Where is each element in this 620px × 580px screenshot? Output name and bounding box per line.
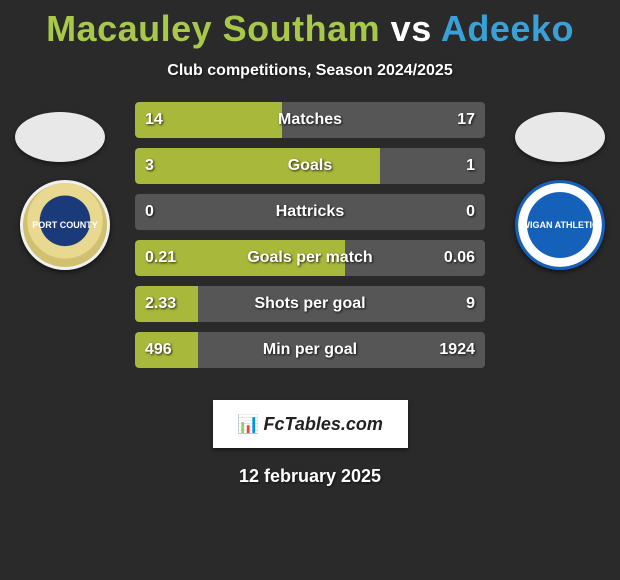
stat-fill-right — [198, 286, 485, 322]
branding-badge: 📊 FcTables.com — [213, 400, 408, 448]
comparison-panel: PORT COUNTY WIGAN ATHLETIC 1417Matches 31… — [0, 102, 620, 382]
subtitle: Club competitions, Season 2024/2025 — [0, 62, 620, 80]
stat-fill-left — [135, 102, 282, 138]
chart-icon: 📊 — [237, 414, 259, 435]
branding-text: FcTables.com — [264, 414, 383, 435]
player1-avatar — [15, 112, 105, 162]
stat-label: Hattricks — [135, 203, 485, 221]
crest-left-text: PORT COUNTY — [32, 220, 98, 230]
stat-fill-right — [282, 102, 485, 138]
stat-row: 31Goals — [135, 148, 485, 184]
stat-fill-left — [135, 148, 380, 184]
stat-row: 1417Matches — [135, 102, 485, 138]
stat-bars: 1417Matches 31Goals 0 0Hattricks 0.210.06Goa… — [135, 102, 485, 378]
stat-row: 4961924Min per goal — [135, 332, 485, 368]
stat-fill-left — [135, 240, 345, 276]
stat-row: 2.339Shots per goal — [135, 286, 485, 322]
stat-fill-left — [135, 332, 198, 368]
player2-avatar — [515, 112, 605, 162]
player1-club-crest: PORT COUNTY — [20, 180, 110, 270]
stat-fill-left — [135, 286, 198, 322]
stat-fill-right — [380, 148, 485, 184]
stat-value-left: 0 — [145, 203, 154, 221]
player2-name: Adeeko — [441, 8, 574, 49]
stat-fill-right — [198, 332, 485, 368]
stat-row: 0 0Hattricks — [135, 194, 485, 230]
stat-row: 0.210.06Goals per match — [135, 240, 485, 276]
vs-text: vs — [391, 8, 432, 49]
date-text: 12 february 2025 — [0, 466, 620, 487]
stat-fill-right — [345, 240, 485, 276]
player2-club-crest: WIGAN ATHLETIC — [515, 180, 605, 270]
page-title: Macauley Southam vs Adeeko — [0, 0, 620, 50]
stat-value-right: 0 — [466, 203, 475, 221]
crest-right-text: WIGAN ATHLETIC — [522, 220, 599, 230]
player1-name: Macauley Southam — [46, 8, 380, 49]
